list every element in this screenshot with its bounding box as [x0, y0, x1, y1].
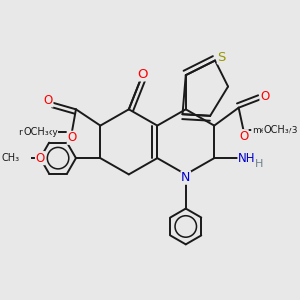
Text: O: O: [35, 152, 45, 165]
Text: NH: NH: [238, 152, 256, 165]
Text: OCH₃: OCH₃: [23, 127, 49, 137]
Text: O: O: [260, 90, 269, 103]
Text: S: S: [218, 51, 226, 64]
Text: O: O: [44, 94, 53, 107]
Text: OCH₃: OCH₃: [263, 125, 289, 136]
Text: N: N: [181, 171, 190, 184]
Text: O: O: [67, 131, 76, 144]
Text: H: H: [255, 159, 263, 169]
Text: CH₃: CH₃: [2, 153, 20, 163]
Text: O: O: [239, 130, 248, 143]
Text: methoxy3: methoxy3: [252, 126, 297, 135]
Text: methoxy: methoxy: [18, 128, 58, 136]
Text: O: O: [137, 68, 148, 81]
